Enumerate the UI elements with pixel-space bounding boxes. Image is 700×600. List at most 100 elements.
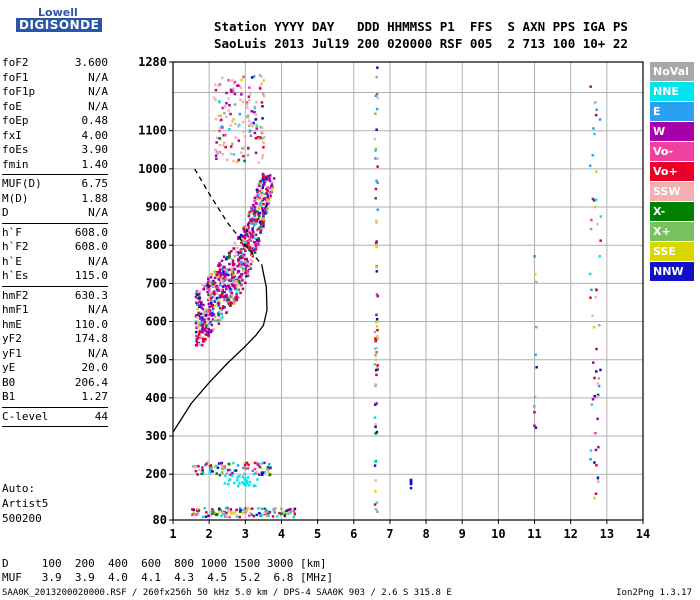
echo-point [533,405,536,408]
echo-point [246,274,250,278]
echo-point [197,323,201,326]
echo-point [260,131,264,134]
echo-point [221,467,224,470]
echo-point [262,225,265,228]
echo-point [375,373,378,377]
echo-point [375,325,379,328]
echo-point [225,268,228,271]
y-tick-label: 900 [145,200,167,214]
echo-point [221,307,225,310]
param-key: foF2 [2,56,29,69]
echo-point [375,270,379,273]
echo-point [243,462,246,465]
echo-point [246,467,250,470]
echo-point [214,83,217,86]
y-tick-label: 300 [145,429,167,443]
param-row: B0 206.4 [2,376,108,391]
echo-point [222,134,225,137]
echo-point [197,341,200,345]
echo-point [253,467,257,471]
echo-point [228,128,231,131]
echo-point [265,202,269,206]
echo-point [596,395,599,398]
echo-point [256,136,260,139]
echo-point [268,176,271,180]
echo-point [236,464,240,467]
echo-point [375,430,379,434]
echo-point [375,265,378,269]
echo-point [258,239,261,242]
echo-point [212,279,215,283]
echo-point [250,222,253,225]
echo-point [208,305,211,308]
echo-point [236,251,240,254]
x-tick-label: 10 [491,527,505,541]
echo-point [220,308,223,312]
echo-point [218,307,222,310]
echo-point [247,146,250,150]
param-value: 20.0 [81,361,109,374]
echo-point [209,514,213,517]
echo-point [596,222,599,226]
echo-point [374,112,377,115]
echo-point [245,274,248,278]
echo-point [248,86,251,89]
echo-point [595,347,598,351]
param-value: 44 [94,409,108,423]
echo-point [218,318,221,322]
echo-point [201,344,204,347]
echo-point [251,124,255,128]
echo-point [194,322,198,325]
param-value: 1.88 [81,191,109,205]
echo-point [239,251,242,255]
echo-point [241,481,244,484]
echo-point [209,464,213,467]
echo-point [246,244,249,248]
echo-point [224,474,227,478]
param-key: foF1p [2,85,36,98]
echo-point [592,361,595,364]
echo-point [265,177,268,180]
echo-point [241,130,245,133]
echo-point [196,335,200,338]
echo-point [255,238,259,242]
param-key: foE [2,99,22,113]
echo-point [230,270,233,274]
param-key: hmF1 [2,303,29,316]
echo-point [225,299,229,302]
echo-point [597,480,600,484]
echo-point [250,209,254,212]
echo-point [224,133,227,137]
echo-point [244,234,247,237]
param-row: fmin 1.40 [2,158,108,173]
echo-point [250,211,254,214]
echo-point [252,472,256,476]
echo-point [209,291,213,294]
echo-point [226,515,229,518]
echo-point [589,449,593,452]
echo-point [262,140,265,144]
echo-point [249,239,253,242]
echo-point [232,153,236,156]
echo-point [207,333,210,336]
y-tick-label: 500 [145,353,167,367]
echo-point [223,291,226,294]
echo-point [266,175,270,178]
echo-point [222,295,226,299]
echo-point [205,462,208,466]
echo-point [211,285,215,288]
echo-point [230,283,234,286]
echo-point [215,289,218,293]
echo-point [233,268,237,271]
echo-point [215,296,219,300]
echo-point [251,260,254,263]
echo-point [241,511,245,515]
echo-point [247,514,251,517]
echo-point [267,514,270,517]
echo-point [210,273,213,276]
echo-point [224,257,228,261]
echo-point [196,507,200,511]
echo-point [219,268,222,271]
echo-point [595,198,598,201]
echo-point [246,114,250,117]
